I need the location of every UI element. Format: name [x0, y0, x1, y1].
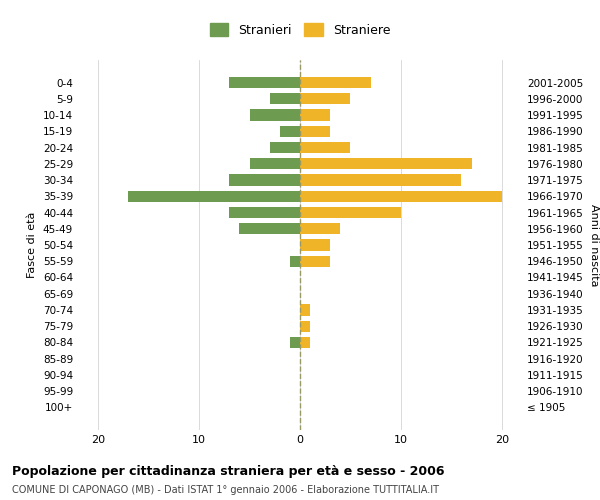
Legend: Stranieri, Straniere: Stranieri, Straniere: [205, 18, 395, 42]
Bar: [290, 337, 300, 348]
Bar: [300, 93, 350, 104]
Bar: [300, 256, 330, 267]
Y-axis label: Fasce di età: Fasce di età: [28, 212, 37, 278]
Bar: [250, 158, 300, 170]
Bar: [229, 174, 300, 186]
Bar: [280, 126, 300, 137]
Bar: [300, 126, 330, 137]
Y-axis label: Anni di nascita: Anni di nascita: [589, 204, 599, 286]
Bar: [300, 240, 330, 250]
Text: COMUNE DI CAPONAGO (MB) - Dati ISTAT 1° gennaio 2006 - Elaborazione TUTTITALIA.I: COMUNE DI CAPONAGO (MB) - Dati ISTAT 1° …: [12, 485, 439, 495]
Bar: [229, 207, 300, 218]
Bar: [270, 142, 300, 153]
Bar: [128, 190, 300, 202]
Bar: [239, 223, 300, 234]
Bar: [300, 174, 461, 186]
Bar: [300, 223, 340, 234]
Bar: [300, 142, 350, 153]
Bar: [300, 110, 330, 120]
Text: Popolazione per cittadinanza straniera per età e sesso - 2006: Popolazione per cittadinanza straniera p…: [12, 465, 445, 478]
Bar: [300, 158, 472, 170]
Bar: [229, 77, 300, 88]
Bar: [300, 77, 371, 88]
Bar: [300, 320, 310, 332]
Bar: [300, 190, 502, 202]
Bar: [300, 207, 401, 218]
Bar: [290, 256, 300, 267]
Bar: [250, 110, 300, 120]
Bar: [300, 304, 310, 316]
Bar: [270, 93, 300, 104]
Bar: [300, 337, 310, 348]
